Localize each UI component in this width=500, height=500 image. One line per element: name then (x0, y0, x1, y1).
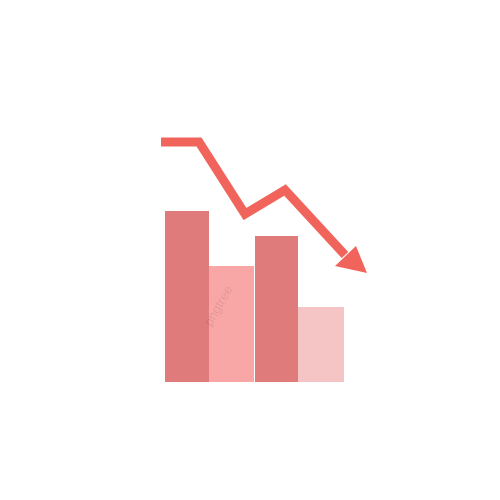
bar (255, 236, 298, 382)
bars (165, 211, 344, 382)
arrow-line (161, 137, 349, 259)
arrow-head (335, 246, 367, 273)
trend-arrow (161, 137, 367, 273)
bar (298, 307, 344, 382)
bar (165, 211, 209, 382)
bar (209, 266, 254, 382)
